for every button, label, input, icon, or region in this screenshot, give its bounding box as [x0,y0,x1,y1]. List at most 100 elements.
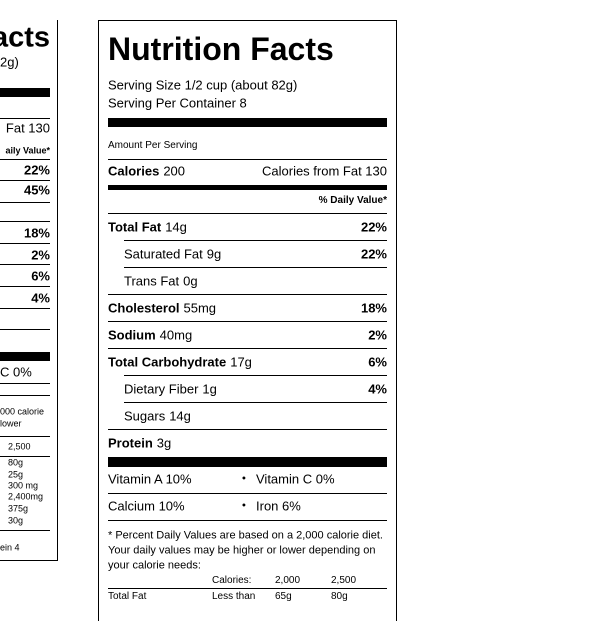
nutrient-amount: 3g [156,435,172,451]
amount-per-serving: Amount Per Serving [108,140,198,151]
table-header: Calories: [212,575,252,586]
calories-label: Calories [108,163,160,179]
serving-size: Serving Size 1/2 cup (about 82g) [108,77,298,93]
nutrient-amount: 55mg [183,300,217,316]
nutrient-row: Saturated Fat 9g [124,248,221,261]
fragment: Fat 130 [5,120,50,136]
page: acts2g) Fat 130 aily Value* 22% 45% 18% 2% 6% 4%… [0,20,397,621]
rule [108,213,387,214]
nutrient-row: Trans Fat 0g [124,275,198,288]
fragment: 18% [23,225,50,241]
bullet: • [242,472,246,485]
nutrient-row: Dietary Fiber 1g [124,383,217,396]
table-header: 2,500 [331,575,357,586]
fragment: C 0% [0,364,32,380]
rule [124,375,387,376]
nutrient-amount: 0g [183,273,198,289]
rule [0,118,50,119]
rule [108,321,387,322]
table-header: 2,000 [275,575,301,586]
fragment: lower [0,418,22,429]
vitamin: Vitamin A 10% [108,471,192,487]
nutrient-amount: 14g [165,219,187,235]
rule [0,202,50,203]
rule [0,352,50,361]
left-label: acts2g) Fat 130 aily Value* 22% 45% 18% 2% 6% 4%… [0,20,58,561]
nutrient-name: Trans Fat [124,273,180,289]
fragment: 45% [23,182,50,198]
nutrient-name: Sugars [124,408,166,424]
rule [0,286,50,287]
fragment: 375g [8,503,29,514]
nutrient-row: Total Carbohydrate 17g [108,356,252,369]
calories-value: 200 [163,163,186,179]
nutrient-name: Dietary Fiber [124,381,199,397]
rule [108,118,387,127]
rule [108,457,387,467]
rule [0,436,50,437]
rule [124,240,387,241]
nutrient-dv: 22% [360,219,387,235]
rule [0,395,50,396]
nutrient-row: Sodium 40mg [108,329,192,342]
nutrient-row: Protein 3g [108,437,171,450]
fragment: 4% [31,290,50,306]
rule [0,159,50,160]
servings: Serving Per Container 8 [108,95,247,111]
calories: Calories 200 [108,165,185,178]
nutrition-label: Nutrition Facts Serving Size 1/2 cup (abo… [98,20,397,621]
nutrient-name: Total Carbohydrate [108,354,227,370]
rule [0,221,50,222]
calories-from-fat: Calories from Fat 130 [262,163,387,179]
fragment: ein 4 [0,542,20,553]
nutrient-dv: 6% [368,354,387,370]
rule [108,520,387,521]
fragment: 000 calorie [0,406,45,417]
nutrient-dv: 18% [360,300,387,316]
rule [108,493,387,494]
vitamin: Vitamin C 0% [256,471,335,487]
fragment: 6% [31,268,50,284]
rule [0,308,50,309]
nutrient-amount: 1g [202,381,217,397]
rule [0,383,50,384]
title: Nutrition Facts [108,31,334,67]
fragment: 25g [8,469,24,480]
rule [0,456,50,457]
rule [108,159,387,160]
fragment: 300 mg [8,480,39,491]
rule [108,185,387,190]
fragment: 22% [23,162,50,178]
table-cell: Total Fat [108,591,147,602]
rule [108,588,387,589]
rule [124,402,387,403]
table-cell: 65g [275,591,292,602]
rule [0,243,50,244]
nutrient-name: Cholesterol [108,300,180,316]
nutrient-dv: 4% [368,381,387,397]
rule [0,329,50,330]
fragment: 30g [8,515,24,526]
nutrient-amount: 17g [230,354,252,370]
nutrient-row: Sugars 14g [124,410,191,423]
fragment: 2,500 [8,441,31,452]
nutrient-name: Protein [108,435,153,451]
daily-value-header: % Daily Value* [318,195,387,206]
table-cell: 80g [331,591,348,602]
fragment: aily Value* [5,145,50,156]
rule [0,88,50,97]
nutrient-name: Sodium [108,327,156,343]
rule [0,530,50,531]
rule [124,267,387,268]
fragment: 2% [31,247,50,263]
nutrient-dv: 22% [360,246,387,262]
footnote: your calorie needs: [108,559,201,572]
fragment: 2,400mg [8,491,44,502]
nutrient-amount: 14g [169,408,191,424]
rule [0,180,50,181]
nutrient-amount: 9g [206,246,222,262]
nutrient-name: Saturated Fat [124,246,203,262]
bullet: • [242,499,246,512]
fragment: 80g [8,457,24,468]
nutrient-dv: 2% [368,327,387,343]
